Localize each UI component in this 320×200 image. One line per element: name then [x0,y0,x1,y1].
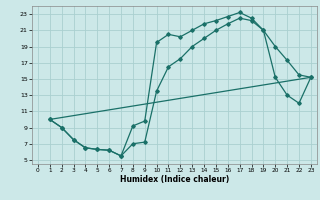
X-axis label: Humidex (Indice chaleur): Humidex (Indice chaleur) [120,175,229,184]
